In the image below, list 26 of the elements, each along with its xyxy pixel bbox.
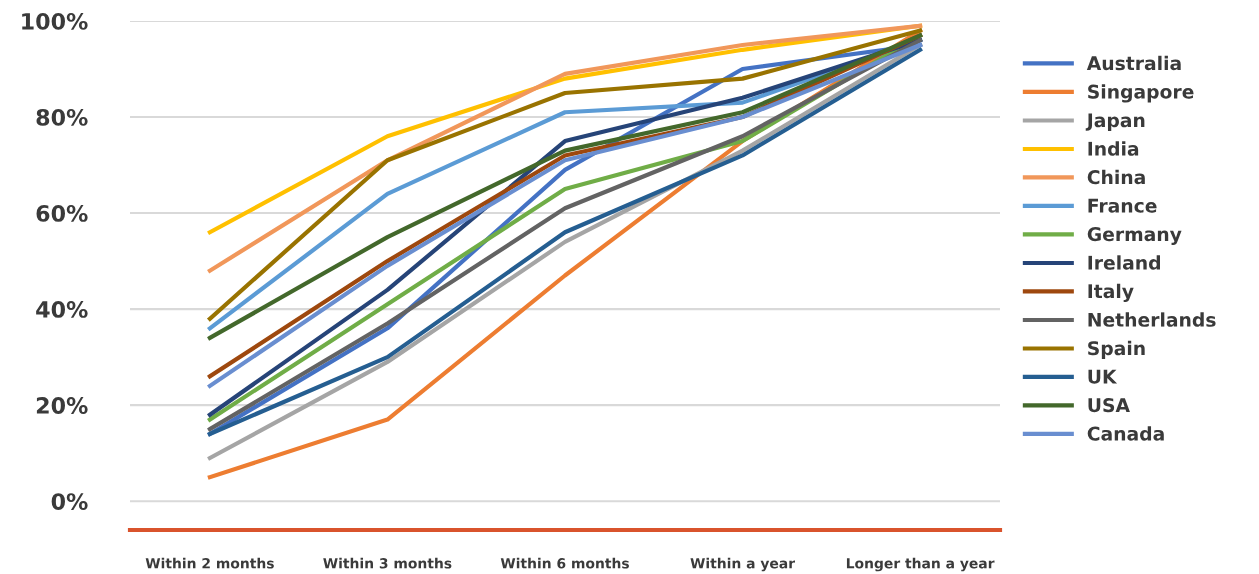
legend-label: Netherlands <box>1088 312 1216 327</box>
legend-label: Japan <box>1085 113 1145 131</box>
y-tick-label: 20% <box>36 397 88 414</box>
legend-label: Germany <box>1087 227 1182 245</box>
legend-label: Canada <box>1087 426 1164 441</box>
line-series <box>207 23 923 273</box>
x-tick-label: Within 3 months <box>323 557 452 569</box>
x-tick-label: Within a year <box>690 557 796 572</box>
y-tick-label: 0% <box>51 493 88 510</box>
x-tick-label: Within 2 months <box>145 557 274 569</box>
y-tick-label: 40% <box>36 301 88 318</box>
x-tick-label: Longer than a year <box>846 557 995 572</box>
y-tick-label: 60% <box>36 205 88 222</box>
legend-label: Spain <box>1088 340 1145 359</box>
legend-label: China <box>1087 169 1145 185</box>
y-tick-label: 80% <box>36 108 88 126</box>
y-tick-label: 100% <box>22 12 88 30</box>
legend-label: Italy <box>1088 283 1134 303</box>
legend-label: USA <box>1088 398 1130 413</box>
legend-label: India <box>1088 141 1139 156</box>
legend-label: Ireland <box>1088 255 1160 270</box>
legend-label: Australia <box>1086 55 1181 71</box>
x-tick-label: Within 6 months <box>500 557 629 569</box>
legend-label: UK <box>1088 369 1118 384</box>
legend-label: France <box>1088 198 1157 213</box>
legend-label: Singapore <box>1088 84 1194 103</box>
